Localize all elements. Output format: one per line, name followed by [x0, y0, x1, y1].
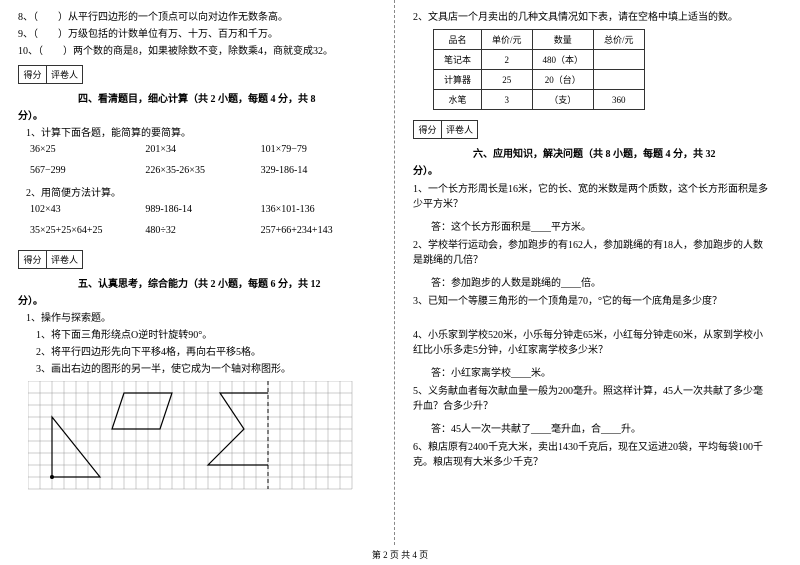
s4-q1: 1、计算下面各题，能简算的要简算。 [26, 126, 376, 141]
section-4-tail: 分）。 [18, 109, 376, 124]
grader-label: 评卷人 [47, 251, 82, 268]
calc: 480÷32 [145, 225, 260, 236]
s5-q1: 1、操作与探索题。 [26, 311, 376, 326]
s4-q2: 2、用简便方法计算。 [26, 186, 376, 201]
td: 360 [594, 90, 645, 110]
td: 计算器 [434, 70, 482, 90]
section-4-title: 四、看清题目，细心计算（共 2 小题，每题 4 分，共 8 [78, 90, 376, 105]
calc-row: 567−299 226×35-26×35 329-186-14 [30, 165, 376, 176]
a6-2: 答：参加跑步的人数是跳绳的____倍。 [431, 276, 772, 291]
a6-1: 答：这个长方形面积是____平方米。 [431, 220, 772, 235]
s5-q1a: 1、将下面三角形绕点O逆时针旋转90°。 [36, 328, 376, 343]
q6-3: 3、已知一个等腰三角形的一个顶角是70，°它的每一个底角是多少度？ [413, 294, 772, 309]
calc: 201×34 [145, 144, 260, 155]
a6-4: 答：小红家离学校____米。 [431, 366, 772, 381]
s5-q2: 2、文具店一个月卖出的几种文具情况如下表，请在空格中填上适当的数。 [413, 10, 772, 25]
calc: 35×25+25×64+25 [30, 225, 145, 236]
calc-row: 35×25+25×64+25 480÷32 257+66+234+143 [30, 225, 376, 236]
calc-row: 36×25 201×34 101×79−79 [30, 144, 376, 155]
q6-5: 5、义务献血者每次献血量一般为200毫升。照这样计算，45人一次共献了多少毫升血… [413, 384, 772, 414]
calc: 36×25 [30, 144, 145, 155]
calc: 567−299 [30, 165, 145, 176]
q6-4: 4、小乐家到学校520米，小乐每分钟走65米，小红每分钟走60米，从家到学校小红… [413, 328, 772, 358]
q6-6: 6、粮店原有2400千克大米，卖出1430千克后，现在又运进20袋，平均每袋10… [413, 440, 772, 470]
th: 品名 [434, 30, 482, 50]
calc: 102×43 [30, 204, 145, 215]
score-label: 得分 [19, 251, 47, 268]
th: 总价/元 [594, 30, 645, 50]
calc: 101×79−79 [261, 144, 376, 155]
score-box-4: 得分 评卷人 [18, 65, 83, 84]
stationery-table: 品名单价/元数量总价/元 笔记本2480（本） 计算器2520（台） 水笔3（支… [433, 29, 645, 110]
calc: 136×101-136 [261, 204, 376, 215]
td: 3 [482, 90, 533, 110]
score-label: 得分 [414, 121, 442, 138]
q9: 9、（ ）万级包括的计数单位有万、十万、百万和千万。 [18, 27, 376, 42]
geometry-grid [28, 381, 358, 493]
section-5-tail: 分）。 [18, 294, 376, 309]
calc: 257+66+234+143 [261, 225, 376, 236]
td: 2 [482, 50, 533, 70]
q6-1: 1、一个长方形周长是16米，它的长、宽的米数是两个质数，这个长方形面积是多少平方… [413, 182, 772, 212]
s5-q1b: 2、将平行四边形先向下平移4格，再向右平移5格。 [36, 345, 376, 360]
q10: 10、（ ）两个数的商是8，如果被除数不变，除数乘4，商就变成32。 [18, 44, 376, 59]
s5-q1c: 3、画出右边的图形的另一半，使它成为一个轴对称图形。 [36, 362, 376, 377]
td: 水笔 [434, 90, 482, 110]
page-footer: 第 2 页 共 4 页 [0, 548, 800, 561]
td: 25 [482, 70, 533, 90]
q8: 8、（ ）从平行四边形的一个顶点可以向对边作无数条高。 [18, 10, 376, 25]
calc: 989-186-14 [145, 204, 260, 215]
score-label: 得分 [19, 66, 47, 83]
score-box-6: 得分 评卷人 [413, 120, 478, 139]
q6-2: 2、学校举行运动会，参加跑步的有162人，参加跳绳的有18人，参加跑步的人数是跳… [413, 238, 772, 268]
td: （支） [532, 90, 594, 110]
th: 数量 [532, 30, 594, 50]
td: 480（本） [532, 50, 594, 70]
section-6-title: 六、应用知识，解决问题（共 8 小题，每题 4 分，共 32 [473, 145, 772, 160]
td [594, 50, 645, 70]
a6-5: 答：45人一次一共献了____毫升血，合____升。 [431, 422, 772, 437]
calc: 226×35-26×35 [145, 165, 260, 176]
section-5-title: 五、认真思考，综合能力（共 2 小题，每题 6 分，共 12 [78, 275, 376, 290]
td [594, 70, 645, 90]
td: 20（台） [532, 70, 594, 90]
grader-label: 评卷人 [442, 121, 477, 138]
calc-row: 102×43 989-186-14 136×101-136 [30, 204, 376, 215]
calc: 329-186-14 [261, 165, 376, 176]
td: 笔记本 [434, 50, 482, 70]
section-6-tail: 分）。 [413, 164, 772, 179]
th: 单价/元 [482, 30, 533, 50]
grader-label: 评卷人 [47, 66, 82, 83]
score-box-5: 得分 评卷人 [18, 250, 83, 269]
